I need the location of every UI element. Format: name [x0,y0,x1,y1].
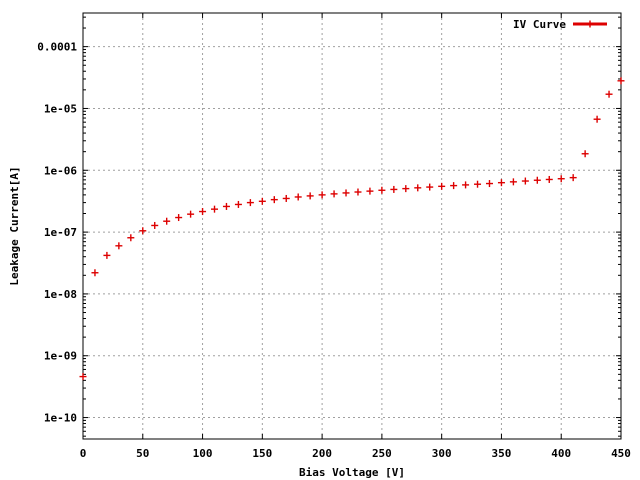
x-tick-label: 450 [611,447,631,460]
axis-ticks [82,13,622,439]
data-point [617,77,625,85]
data-point [222,202,230,210]
x-tick-label: 0 [80,447,87,460]
data-point [426,183,434,191]
y-tick-label: 1e-07 [44,226,77,239]
data-point [163,217,171,225]
data-point [593,115,601,123]
y-tick-label: 1e-09 [44,350,77,363]
data-point [462,181,470,189]
y-tick-label: 0.0001 [37,41,77,54]
data-point [414,184,422,192]
x-tick-label: 100 [193,447,213,460]
data-point [115,242,123,250]
legend-marker [586,20,594,28]
data-point [402,185,410,193]
data-point [258,197,266,205]
data-point [390,185,398,193]
x-tick-label: 400 [551,447,571,460]
data-point [605,90,613,98]
legend: IV Curve [513,18,607,31]
data-point [175,214,183,222]
x-tick-label: 200 [312,447,332,460]
data-point [211,205,219,213]
x-tick-label: 150 [252,447,272,460]
x-tick-label: 300 [432,447,452,460]
data-point [103,251,111,259]
legend-label: IV Curve [513,18,566,31]
data-point [557,175,565,183]
data-point [91,269,99,277]
data-point [545,175,553,183]
data-point [234,200,242,208]
y-tick-label: 1e-06 [44,164,77,177]
x-axis-label: Bias Voltage [V] [299,466,405,479]
data-point [521,177,529,185]
data-point [474,180,482,188]
data-point [270,196,278,204]
data-point [485,180,493,188]
y-tick-label: 1e-10 [44,412,77,425]
grid-lines [83,13,621,439]
data-point [330,190,338,198]
data-point [533,176,541,184]
data-point [497,179,505,187]
data-point [569,174,577,182]
data-point [342,189,350,197]
data-point [282,194,290,202]
data-point [79,373,87,381]
y-tick-labels: 1e-10 1e-09 1e-08 1e-07 1e-06 1e-05 0.0001 [37,41,77,425]
plot-frame [82,12,622,440]
data-point [187,210,195,218]
data-points [79,77,625,381]
x-tick-label: 250 [372,447,392,460]
x-tick-label: 50 [136,447,149,460]
data-point [151,221,159,229]
data-point [139,227,147,235]
data-point [581,150,589,158]
data-point [354,188,362,196]
y-tick-label: 1e-08 [44,288,77,301]
data-point [199,208,207,216]
data-point [246,199,254,207]
x-tick-label: 350 [492,447,512,460]
data-point [438,182,446,190]
data-point [127,234,135,242]
x-tick-labels: 0 50 100 150 200 250 300 350 400 450 [80,447,631,460]
data-point [294,193,302,201]
data-point [306,192,314,200]
data-point [318,191,326,199]
data-point [366,187,374,195]
y-tick-label: 1e-05 [44,102,77,115]
data-point [509,178,517,186]
y-axis-label: Leakage Current[A] [8,166,21,285]
data-point [378,186,386,194]
data-point [450,182,458,190]
